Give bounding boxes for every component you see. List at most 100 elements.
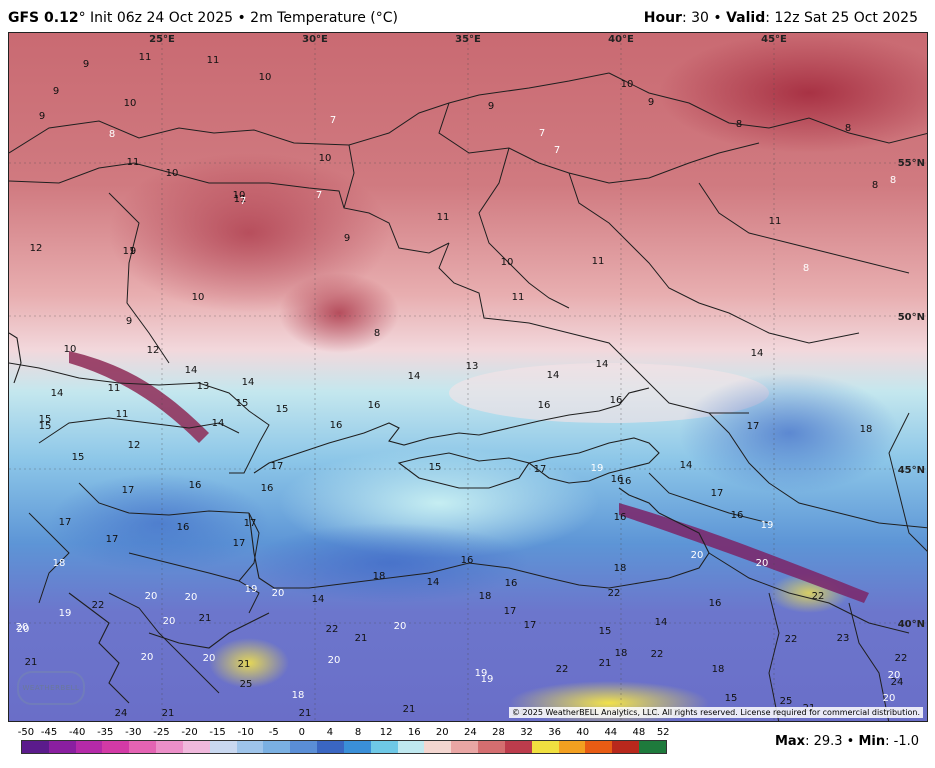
legend-tick-label: -35 bbox=[97, 727, 114, 738]
legend-swatch bbox=[182, 741, 210, 753]
max-value: : 29.3 • bbox=[805, 734, 859, 749]
temperature-label: 22 bbox=[608, 588, 621, 599]
temperature-label: 7 bbox=[330, 115, 336, 126]
legend-swatch bbox=[75, 741, 103, 753]
temperature-label: 20 bbox=[16, 622, 29, 633]
temperature-label: 9 bbox=[39, 111, 45, 122]
hour-value: : 30 • bbox=[681, 10, 727, 26]
temperature-label: 16 bbox=[538, 400, 551, 411]
legend-tick-label: -15 bbox=[209, 727, 226, 738]
temperature-label: 20 bbox=[888, 670, 901, 681]
temperature-label: 16 bbox=[261, 483, 274, 494]
temperature-label: 13 bbox=[466, 361, 479, 372]
legend-tick-label: -50 bbox=[17, 727, 35, 738]
temperature-label: 8 bbox=[803, 263, 809, 274]
temperature-label: 21 bbox=[238, 659, 251, 670]
map-title: GFS 0.12° Init 06z 24 Oct 2025 • 2m Temp… bbox=[8, 10, 398, 26]
temperature-label: 20 bbox=[328, 655, 341, 666]
legend-swatch bbox=[397, 741, 425, 753]
temperature-label: 19 bbox=[761, 520, 774, 531]
temperature-label: 16 bbox=[619, 476, 632, 487]
temperature-label: 10 bbox=[64, 344, 77, 355]
temperature-label: 9 bbox=[130, 246, 136, 257]
temperature-label: 15 bbox=[72, 452, 85, 463]
legend-tick-label: 24 bbox=[464, 727, 477, 738]
temperature-label: 15 bbox=[276, 404, 289, 415]
min-label: Min bbox=[858, 734, 886, 749]
temperature-label: 12 bbox=[128, 440, 141, 451]
temperature-label: 14 bbox=[242, 377, 255, 388]
temperature-label: 19 bbox=[481, 674, 494, 685]
legend-tick-label: 36 bbox=[548, 727, 562, 738]
temperature-label: 25 bbox=[780, 696, 793, 707]
temperature-label: 10 bbox=[192, 292, 205, 303]
legend-swatch bbox=[504, 741, 532, 753]
temperature-label: 8 bbox=[109, 129, 115, 140]
temperature-shading bbox=[49, 33, 927, 721]
temperature-label: 17 bbox=[534, 464, 547, 475]
temperature-label: 19 bbox=[59, 608, 72, 619]
temperature-label: 11 bbox=[769, 216, 782, 227]
model-name: GFS 0.12 bbox=[8, 10, 79, 26]
copyright-notice: © 2025 WeatherBELL Analytics, LLC. All r… bbox=[509, 707, 923, 718]
temperature-label: 9 bbox=[83, 59, 89, 70]
temperature-label: 17 bbox=[747, 421, 760, 432]
temperature-label: 19 bbox=[591, 463, 604, 474]
temperature-label: 14 bbox=[312, 594, 325, 605]
legend-tick-label: 4 bbox=[326, 727, 334, 738]
temperature-label: 15 bbox=[39, 421, 52, 432]
temperature-label: 16 bbox=[709, 598, 722, 609]
temperature-label: 9 bbox=[648, 97, 654, 108]
legend-tick-label: -25 bbox=[153, 727, 170, 738]
temperature-label: 17 bbox=[524, 620, 537, 631]
temperature-label: 16 bbox=[505, 578, 518, 589]
legend-tick-label: -5 bbox=[268, 727, 279, 738]
legend-swatch bbox=[209, 741, 237, 753]
weatherbell-logo: WEATHERBELL bbox=[17, 671, 85, 705]
legend-swatch bbox=[424, 741, 452, 753]
country-borders bbox=[9, 72, 927, 721]
temperature-label: 10 bbox=[259, 72, 272, 83]
legend-tick-label: -10 bbox=[237, 727, 254, 738]
max-label: Max bbox=[774, 734, 806, 749]
legend-tick-label: 44 bbox=[604, 727, 618, 738]
temperature-label: 14 bbox=[51, 388, 64, 399]
latitude-label: 40°N bbox=[898, 619, 925, 630]
temperature-label: 21 bbox=[162, 708, 175, 719]
temperature-label: 21 bbox=[25, 657, 38, 668]
longitude-label: 35°E bbox=[455, 34, 481, 45]
temperature-label: 14 bbox=[212, 418, 225, 429]
legend-swatch bbox=[317, 741, 344, 753]
temperature-label: 14 bbox=[751, 348, 764, 359]
legend-swatch bbox=[290, 741, 318, 753]
longitude-labels: 25°E 30°E 35°E 40°E 45°E bbox=[149, 34, 787, 45]
temperature-label: 11 bbox=[512, 292, 525, 303]
temperature-label: 16 bbox=[368, 400, 381, 411]
temperature-label: 20 bbox=[145, 591, 158, 602]
legend-swatch bbox=[639, 741, 666, 753]
max-min-readout: Max: 29.3 • Min: -1.0 bbox=[775, 734, 919, 749]
temperature-label: 20 bbox=[185, 592, 198, 603]
min-value: : -1.0 bbox=[885, 734, 919, 749]
temperature-label: 15 bbox=[599, 626, 612, 637]
temperature-label: 8 bbox=[736, 119, 742, 130]
valid-value: : 12z Sat 25 Oct 2025 bbox=[765, 10, 918, 26]
legend-tick-label: 32 bbox=[520, 727, 533, 738]
temperature-label: 22 bbox=[895, 653, 908, 664]
temperature-label: 23 bbox=[837, 633, 850, 644]
temperature-label: 12 bbox=[30, 243, 43, 254]
temperature-label: 13 bbox=[197, 381, 210, 392]
temperature-label: 15 bbox=[429, 462, 442, 473]
temperature-label: 10 bbox=[124, 98, 137, 109]
temperature-label: 17 bbox=[233, 538, 246, 549]
longitude-label: 30°E bbox=[302, 34, 328, 45]
temperature-label: 9 bbox=[53, 86, 59, 97]
latitude-label: 55°N bbox=[898, 158, 925, 169]
temperature-label: 8 bbox=[872, 180, 878, 191]
temperature-label: 22 bbox=[326, 624, 339, 635]
temperature-label: 11 bbox=[234, 194, 247, 205]
temperature-label: 24 bbox=[115, 708, 128, 719]
temperature-label: 16 bbox=[177, 522, 190, 533]
longitude-label: 25°E bbox=[149, 34, 175, 45]
